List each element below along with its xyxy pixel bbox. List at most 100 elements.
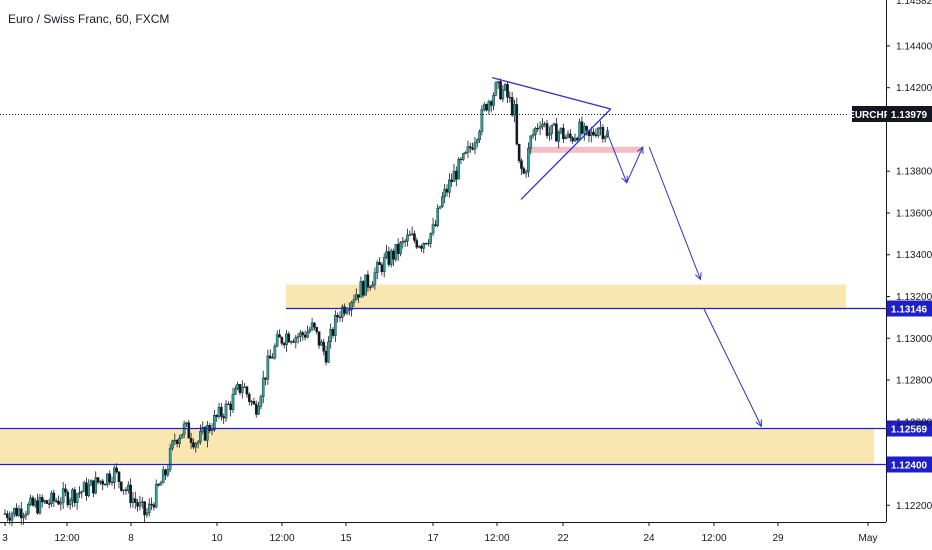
candle-body bbox=[313, 322, 316, 328]
candle-body bbox=[282, 343, 286, 346]
candle-body bbox=[138, 502, 142, 507]
candle-body bbox=[366, 274, 370, 288]
candle-body bbox=[410, 233, 414, 236]
candle-body bbox=[569, 133, 572, 138]
candle-body bbox=[389, 250, 393, 265]
candle-body bbox=[496, 81, 500, 84]
candle-body bbox=[459, 158, 463, 161]
candle-body bbox=[515, 104, 519, 145]
candle-body bbox=[145, 512, 149, 516]
candle-body bbox=[480, 109, 484, 132]
candle-body bbox=[317, 331, 321, 346]
candle-body bbox=[557, 132, 560, 142]
candle-body bbox=[336, 315, 339, 318]
candle-body bbox=[415, 240, 419, 248]
candle-body bbox=[543, 123, 547, 125]
candle-body bbox=[133, 498, 137, 503]
candle-body bbox=[482, 104, 486, 110]
candle-body bbox=[331, 329, 335, 336]
x-tick-label: 24 bbox=[643, 533, 655, 544]
candle-body bbox=[264, 377, 267, 380]
candle-body bbox=[254, 403, 258, 415]
last-price-tag: EURCHF 1.13979 bbox=[848, 106, 932, 122]
candle-body bbox=[175, 439, 179, 444]
candle-body bbox=[303, 334, 307, 338]
candle-body bbox=[236, 384, 239, 389]
y-tick-label: 1.13400 bbox=[896, 250, 932, 261]
candle-body bbox=[329, 329, 332, 343]
x-tick-label: 12:00 bbox=[54, 533, 79, 544]
candle-body bbox=[117, 471, 121, 483]
projection-arrow-head bbox=[755, 419, 762, 428]
candle-body bbox=[75, 493, 79, 503]
price-axis[interactable]: 1.14400 1.14200 1.13800 1.13600 1.13400 1.132… bbox=[886, 0, 932, 512]
candle-body bbox=[471, 147, 474, 150]
candle-body bbox=[99, 480, 102, 483]
candle-body bbox=[517, 143, 521, 161]
candle-body bbox=[596, 128, 600, 137]
y-tick-label-top: 1.14582 bbox=[896, 0, 932, 7]
candle-body bbox=[178, 437, 181, 444]
candle-body bbox=[545, 123, 549, 136]
candle-body bbox=[257, 406, 260, 415]
candle-body bbox=[166, 469, 170, 476]
candle-body bbox=[250, 401, 253, 403]
level-tag: 1.12400 bbox=[891, 461, 928, 472]
candle-body bbox=[457, 158, 460, 180]
candle-body bbox=[524, 171, 528, 174]
candle-body bbox=[92, 480, 95, 494]
x-tick-label: 15 bbox=[340, 533, 352, 544]
candle-body bbox=[192, 442, 195, 448]
candle-body bbox=[82, 482, 86, 492]
time-axis[interactable]: 3 12:00 8 10 12:00 15 17 12:00 22 24 12:00 29 May bbox=[2, 522, 877, 544]
candle-body bbox=[73, 489, 77, 503]
candle-body bbox=[36, 500, 39, 514]
candle-body bbox=[224, 403, 228, 419]
candle-body bbox=[371, 284, 374, 288]
candle-body bbox=[38, 497, 42, 514]
candle-body bbox=[78, 492, 81, 494]
candle-body bbox=[187, 422, 191, 439]
candle-body bbox=[66, 491, 70, 506]
candle-body bbox=[140, 501, 144, 503]
candle-body bbox=[196, 441, 200, 445]
candle-body bbox=[585, 126, 588, 131]
candle-body bbox=[252, 401, 256, 405]
candle-body bbox=[164, 469, 167, 476]
candle-body bbox=[47, 503, 51, 505]
candle-body bbox=[441, 196, 444, 207]
candle-body bbox=[499, 81, 502, 100]
candle-body bbox=[229, 403, 232, 410]
candle-body bbox=[559, 127, 563, 133]
candle-body bbox=[427, 243, 430, 245]
candle-body bbox=[420, 246, 423, 249]
candle-body bbox=[413, 233, 416, 241]
candle-body bbox=[382, 257, 386, 272]
supply-zone bbox=[286, 284, 846, 309]
candle-body bbox=[350, 302, 353, 310]
candle-body bbox=[529, 135, 533, 149]
candle-body bbox=[343, 306, 346, 314]
candle-body bbox=[101, 480, 105, 485]
candle-body bbox=[489, 101, 493, 106]
y-tick-label: 1.13600 bbox=[896, 208, 932, 219]
candle-body bbox=[19, 508, 23, 519]
symbol-label: EURCHF bbox=[848, 110, 890, 121]
candle-body bbox=[136, 502, 139, 507]
candle-body bbox=[157, 484, 160, 486]
candle-body bbox=[603, 136, 607, 140]
candle-body bbox=[3, 513, 7, 515]
support-zone bbox=[0, 428, 874, 464]
candle-body bbox=[592, 131, 595, 135]
candle-body bbox=[143, 501, 146, 516]
candle-body bbox=[466, 146, 470, 153]
candle-body bbox=[106, 473, 109, 485]
candle-body bbox=[96, 477, 100, 483]
candle-body bbox=[582, 126, 586, 134]
candle-body bbox=[468, 146, 472, 149]
candle-body bbox=[54, 500, 58, 502]
candle-body bbox=[508, 96, 512, 99]
candle-body bbox=[448, 179, 451, 193]
candle-body bbox=[240, 387, 244, 393]
